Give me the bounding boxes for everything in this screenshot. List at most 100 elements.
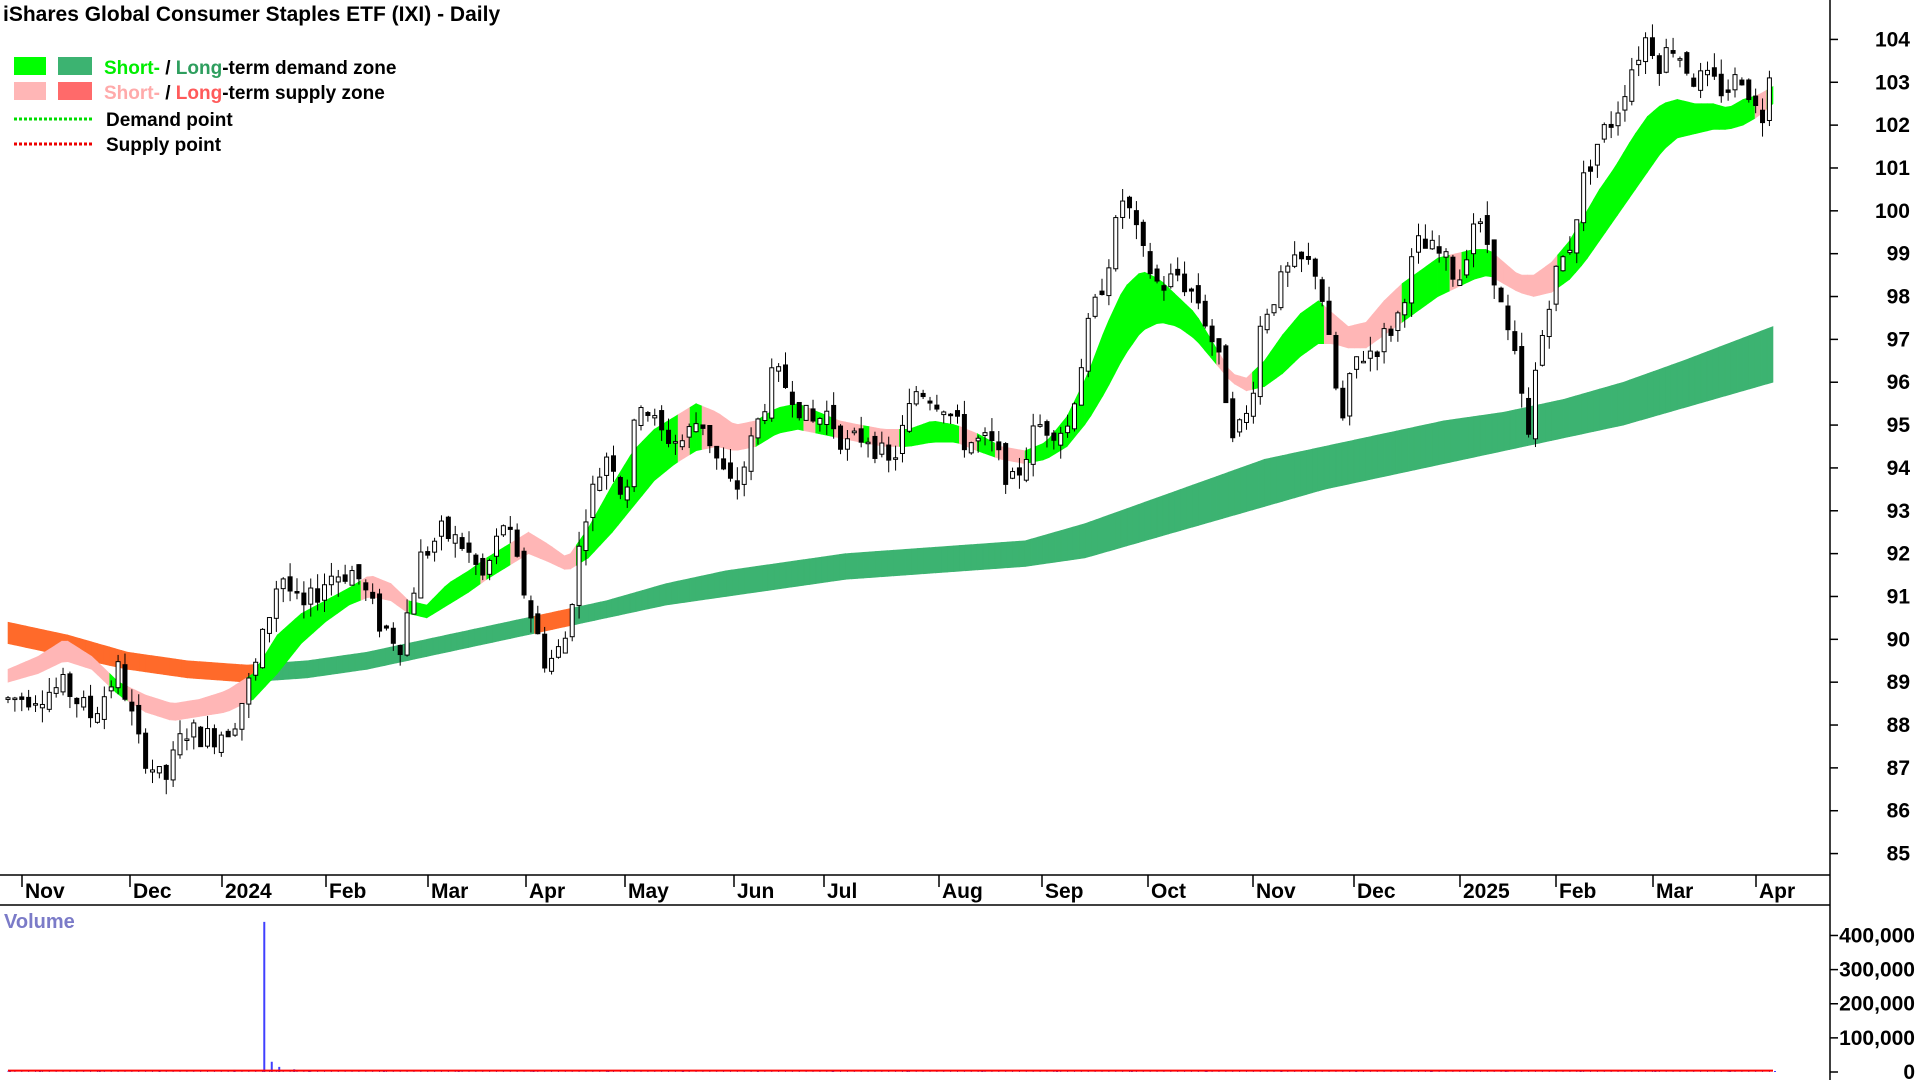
short-zone-segment <box>1186 304 1193 338</box>
candle-down <box>610 455 616 472</box>
long-zone-segment <box>994 542 1002 569</box>
long-zone-segment <box>1563 397 1570 439</box>
short-zone-segment <box>163 700 170 721</box>
long-zone-segment <box>1072 524 1080 560</box>
price-tick-label: 86 <box>1887 800 1910 823</box>
short-zone-segment <box>1676 99 1684 139</box>
price-tick-label: 92 <box>1887 543 1910 566</box>
short-zone-segment <box>1521 274 1528 296</box>
long-zone-segment <box>809 557 817 585</box>
candle-down <box>528 600 534 619</box>
long-zone-segment <box>1066 526 1074 561</box>
candle-up <box>851 430 857 434</box>
candle-up <box>487 559 493 575</box>
candle-up <box>1477 221 1483 225</box>
long-zone-segment <box>139 653 146 673</box>
long-zone-segment <box>103 644 111 666</box>
long-zone-segment <box>1084 521 1092 559</box>
short-zone-segment <box>1288 319 1295 369</box>
long-zone-segment <box>755 565 763 593</box>
long-zone-segment <box>1389 430 1397 476</box>
candle-down <box>1230 398 1236 439</box>
candle-down <box>1388 328 1394 336</box>
short-zone-segment <box>917 423 924 446</box>
time-tick-label: Oct <box>1151 880 1186 903</box>
candle-up <box>1058 432 1064 446</box>
candle-down <box>1498 287 1504 303</box>
long-zone-segment <box>1545 401 1552 443</box>
long-zone-segment <box>318 657 326 677</box>
long-zone-segment <box>1078 523 1086 560</box>
candle-down <box>707 425 713 447</box>
candle-up <box>1443 251 1449 258</box>
short-zone-segment <box>193 698 200 718</box>
candle-down <box>838 425 844 450</box>
long-zone-segment <box>1461 417 1469 461</box>
candle-up <box>1037 424 1043 427</box>
candle-down <box>514 529 520 557</box>
long-zone-segment <box>223 662 230 682</box>
short-zone-segment <box>1036 442 1044 462</box>
price-tick-label: 93 <box>1887 500 1910 523</box>
long-zone-segment <box>1383 431 1391 477</box>
short-zone-segment <box>468 565 475 593</box>
candle-up <box>899 424 905 454</box>
candle-down <box>211 728 217 748</box>
long-zone-segment <box>1300 449 1307 497</box>
candle-up <box>12 697 18 701</box>
long-zone-segment <box>743 566 751 595</box>
short-zone-segment <box>1347 324 1355 349</box>
candle-down <box>67 673 73 697</box>
candle-down <box>789 391 795 405</box>
candle-up <box>5 697 11 700</box>
candle-up <box>494 535 500 557</box>
long-zone-segment <box>1156 495 1164 538</box>
short-zone-segment <box>1539 265 1546 296</box>
candle-down <box>782 364 788 388</box>
candle-up <box>191 722 197 738</box>
candle-up <box>755 418 761 439</box>
long-zone-segment <box>1282 453 1289 502</box>
short-zone-segment <box>1730 102 1738 129</box>
volume-tick-label: 0 <box>1903 1061 1915 1080</box>
price-tick-label: 101 <box>1875 157 1910 180</box>
long-zone-segment <box>1479 414 1487 457</box>
candle-down <box>445 516 451 540</box>
candle-down <box>26 696 32 708</box>
candle-up <box>1271 304 1277 314</box>
long-zone-segment <box>492 623 499 643</box>
long-zone-segment <box>1048 531 1056 564</box>
candle-up <box>1010 471 1016 479</box>
candle-up <box>404 612 410 656</box>
candle-up <box>1457 279 1463 286</box>
short-zone-segment <box>1629 132 1636 199</box>
candle-up <box>1347 373 1353 417</box>
candle-down <box>1608 123 1614 128</box>
candle-down <box>1161 285 1167 291</box>
long-zone-segment <box>133 652 140 672</box>
candle-up <box>604 456 610 476</box>
long-zone-segment <box>779 561 787 590</box>
long-zone-segment <box>1012 540 1020 568</box>
price-tick-label: 96 <box>1887 371 1910 394</box>
candle-down <box>342 574 348 582</box>
short-zone-segment <box>1317 300 1325 344</box>
candle-up <box>803 404 809 421</box>
volume-axis-ticks: 0 100,000 200,000 300,000 400,000 <box>1830 924 1915 1080</box>
candle-up <box>652 415 658 419</box>
short-zone-segment <box>1670 99 1678 144</box>
candle-up <box>452 534 458 544</box>
long-zone-segment <box>306 659 314 679</box>
long-zone-segment <box>611 596 619 617</box>
candle-up <box>418 551 424 599</box>
short-zone-segment <box>1180 298 1187 334</box>
long-zone-segment <box>528 615 535 635</box>
short-zone-segment <box>779 405 787 434</box>
short-zone-segment <box>1653 105 1660 165</box>
long-zone-segment <box>13 623 21 647</box>
candle-down <box>294 591 300 594</box>
short-zone-segment <box>725 418 733 451</box>
candle-down <box>198 726 204 748</box>
short-zone-segment <box>1114 294 1122 374</box>
candle-up <box>879 442 885 455</box>
